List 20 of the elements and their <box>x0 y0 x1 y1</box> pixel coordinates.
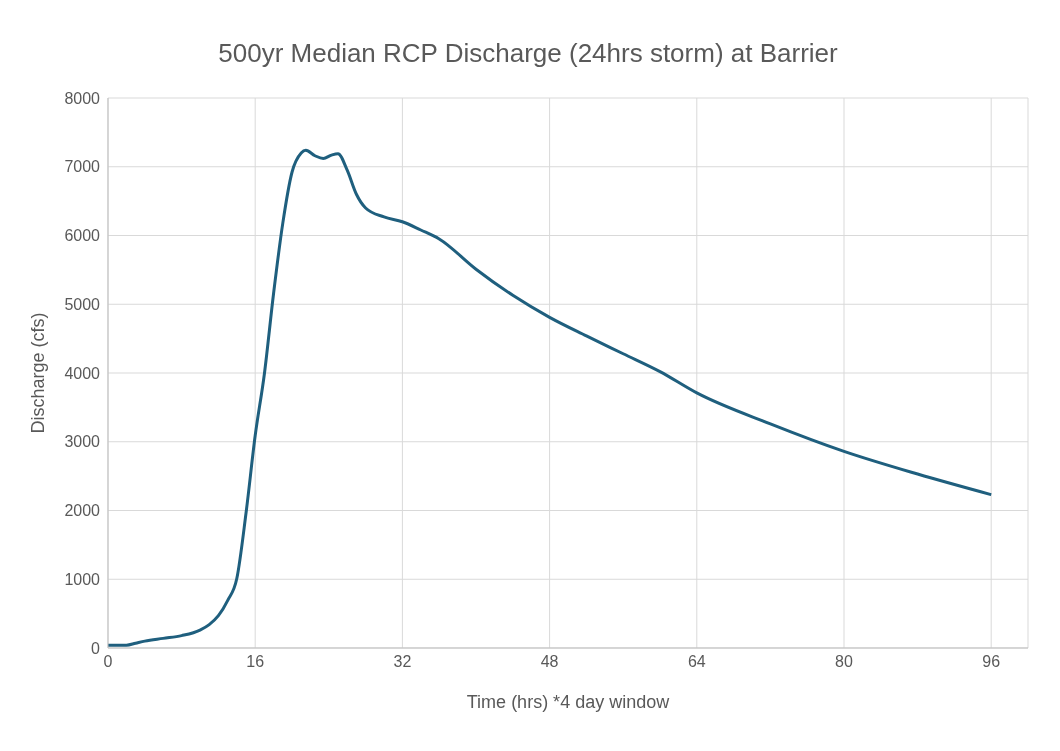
y-tick-label: 8000 <box>64 89 101 107</box>
y-tick-label: 3000 <box>64 433 101 451</box>
y-tick-label: 4000 <box>64 364 101 382</box>
x-axis-title: Time (hrs) *4 day window <box>466 692 671 712</box>
x-tick-label: 0 <box>103 653 113 671</box>
x-tick-label: 32 <box>393 653 412 671</box>
x-tick-label: 64 <box>687 653 706 671</box>
y-tick-label: 6000 <box>64 227 101 245</box>
y-tick-label: 1000 <box>64 570 101 588</box>
y-tick-label: 0 <box>91 639 101 657</box>
x-tick-label: 80 <box>835 653 853 671</box>
y-tick-label: 5000 <box>64 295 101 313</box>
y-tick-label: 2000 <box>64 502 101 520</box>
x-tick-label: 48 <box>540 653 559 671</box>
x-tick-label: 96 <box>982 653 1001 671</box>
x-tick-label: 16 <box>246 653 265 671</box>
y-tick-label: 7000 <box>64 158 101 176</box>
y-axis-title: Discharge (cfs) <box>28 312 49 434</box>
chart-title: 500yr Median RCP Discharge (24hrs storm) at Barrier <box>217 37 839 70</box>
line-series <box>108 148 993 647</box>
